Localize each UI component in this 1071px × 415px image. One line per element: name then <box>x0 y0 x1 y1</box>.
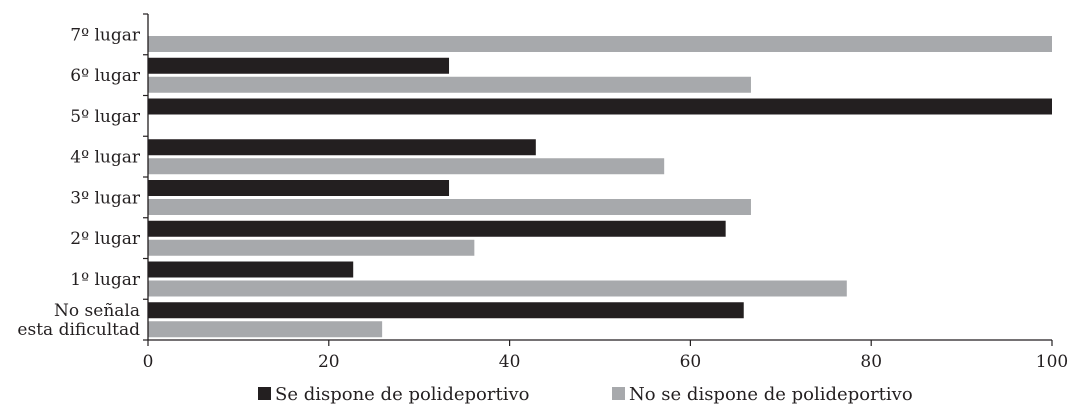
axes <box>143 13 1053 346</box>
x-tick-label: 80 <box>860 352 882 372</box>
category-label: No señala esta dificultad <box>17 301 140 340</box>
category-label: 1º lugar <box>70 270 141 290</box>
bar-no-se-dispone-6 <box>148 280 847 297</box>
bars-layer <box>148 36 1052 338</box>
legend-label-se-dispone: Se dispone de polideportivo <box>275 384 529 405</box>
category-label: 2º lugar <box>70 229 141 249</box>
bar-no-se-dispone-7 <box>148 321 383 338</box>
legend-swatch-no-se-dispone <box>612 387 625 400</box>
x-tick-label: 0 <box>143 352 154 372</box>
bar-no-se-dispone-3 <box>148 158 665 175</box>
legend-swatch-se-dispone <box>258 387 271 400</box>
bar-se-dispone-4 <box>148 180 450 196</box>
bar-no-se-dispone-5 <box>148 239 475 256</box>
category-labels: 7º lugar 6º lugar 5º lugar 4º lugar 3º lugar… <box>17 25 140 340</box>
category-label-line: 6º lugar <box>70 66 141 86</box>
category-label-line: 3º lugar <box>70 188 141 208</box>
x-tick-label: 100 <box>1036 352 1068 372</box>
bar-se-dispone-3 <box>148 139 536 156</box>
bar-se-dispone-2 <box>148 98 1052 115</box>
bar-se-dispone-1 <box>148 57 450 74</box>
legend: Se dispone de polideportivo No se dispone… <box>258 384 913 405</box>
category-label: 4º lugar <box>70 148 141 168</box>
bar-se-dispone-5 <box>148 220 726 237</box>
bar-se-dispone-6 <box>148 261 354 278</box>
category-label-line: 1º lugar <box>70 270 141 290</box>
category-label: 6º lugar <box>70 66 141 86</box>
category-label: 5º lugar <box>70 107 141 127</box>
category-label-line: esta dificultad <box>17 320 140 340</box>
x-tick-label: 40 <box>499 352 521 372</box>
x-tick-labels: 0 20 40 60 80 100 <box>143 352 1069 372</box>
bar-no-se-dispone-1 <box>148 76 751 93</box>
category-label-line: 7º lugar <box>70 25 141 45</box>
bar-se-dispone-7 <box>148 302 744 319</box>
category-label-line: 2º lugar <box>70 229 141 249</box>
bar-no-se-dispone-0 <box>148 36 1052 52</box>
category-label-line: No señala <box>54 301 140 321</box>
category-label: 3º lugar <box>70 188 141 208</box>
category-label-line: 5º lugar <box>70 107 141 127</box>
legend-label-no-se-dispone: No se dispone de polideportivo <box>629 384 913 405</box>
x-tick-label: 60 <box>680 352 702 372</box>
bar-no-se-dispone-4 <box>148 199 751 215</box>
category-label-line: 4º lugar <box>70 148 141 168</box>
x-tick-label: 20 <box>318 352 340 372</box>
category-label: 7º lugar <box>70 25 141 45</box>
